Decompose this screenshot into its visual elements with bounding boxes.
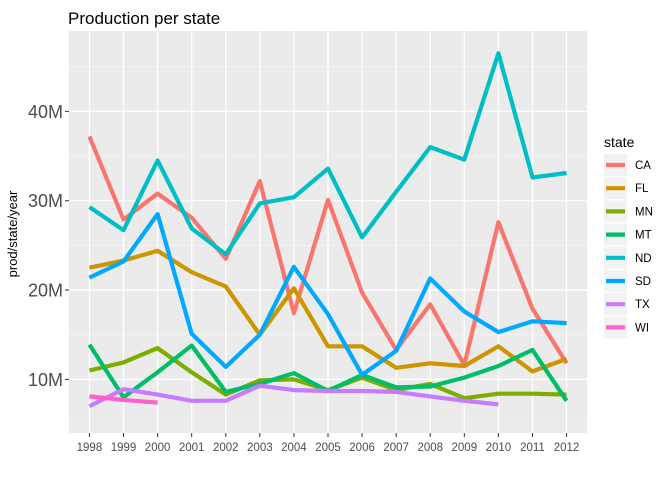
legend-label-sd: SD xyxy=(635,276,651,288)
x-tick-label: 2008 xyxy=(417,442,443,454)
legend-label-wi: WI xyxy=(635,322,649,334)
x-tick-label: 2005 xyxy=(315,442,341,454)
legend-label-nd: ND xyxy=(635,253,652,265)
x-tick-label: 1999 xyxy=(111,442,137,454)
y-tick-label: 40M xyxy=(28,102,63,122)
series-line-sd xyxy=(88,212,567,377)
x-tick-label: 1998 xyxy=(77,442,103,454)
x-tick-label: 2003 xyxy=(247,442,273,454)
legend-title: state xyxy=(604,134,635,150)
x-tick-label: 2001 xyxy=(179,442,205,454)
series-line-wi xyxy=(89,394,158,405)
x-tick-label: 2006 xyxy=(349,442,375,454)
x-tick-label: 2011 xyxy=(520,442,545,454)
y-axis-label: prod/state/year xyxy=(5,190,20,277)
series-lines xyxy=(87,51,569,409)
x-tick-label: 2004 xyxy=(281,442,307,454)
x-tick-label: 2012 xyxy=(554,442,580,454)
y-axis: 10M 20M 30M 40M xyxy=(28,102,69,390)
legend-label-mn: MN xyxy=(635,206,653,218)
x-tick-label: 2007 xyxy=(383,442,409,454)
x-tick-label: 2002 xyxy=(213,442,239,454)
x-tick-label: 2010 xyxy=(486,442,512,454)
legend-label-tx: TX xyxy=(635,299,650,311)
legend-label-fl: FL xyxy=(635,183,649,195)
legend-label-mt: MT xyxy=(635,230,652,242)
x-tick-label: 2000 xyxy=(145,442,171,454)
legend: state CA FL MN MT ND SD TX WI xyxy=(604,134,653,339)
x-tick-label: 2009 xyxy=(452,442,478,454)
series-line-ca xyxy=(87,135,569,368)
legend-label-ca: CA xyxy=(635,160,651,172)
series-line-tx xyxy=(88,383,499,409)
y-tick-label: 20M xyxy=(28,281,63,301)
x-axis: 1998 1999 2000 2001 2002 2003 2004 2005 2006 2007… xyxy=(77,433,580,454)
y-tick-label: 30M xyxy=(28,191,63,211)
y-tick-label: 10M xyxy=(28,370,63,390)
series-line-nd xyxy=(88,51,567,257)
chart-title: Production per state xyxy=(68,9,220,28)
